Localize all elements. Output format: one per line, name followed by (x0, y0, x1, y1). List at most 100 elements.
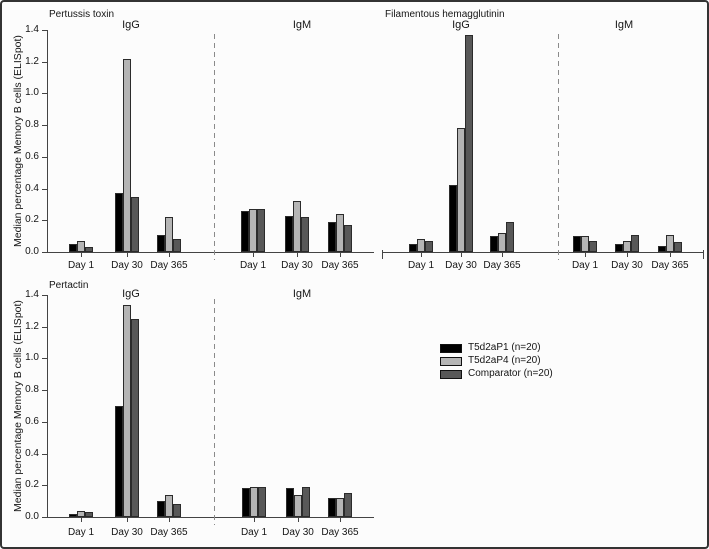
bar-t5d2ap1-igm-day-1 (241, 211, 249, 252)
x-axis-tick (254, 518, 255, 522)
legend-swatch-t5d2ap4 (440, 357, 462, 366)
x-axis-tick (169, 518, 170, 522)
x-tick-label: Day 365 (651, 260, 689, 271)
bar-t5d2ap4-igm-day-365 (336, 498, 344, 517)
bar-t5d2ap1-igg-day-1 (69, 244, 77, 252)
bar-t5d2ap4-igg-day-1 (417, 239, 425, 252)
bar-comparator-igg-day-365 (173, 504, 181, 517)
x-tick-label: Day 365 (321, 527, 359, 538)
bar-t5d2ap1-igm-day-30 (286, 488, 294, 517)
legend-label-t5d2ap1: T5d2aP1 (n=20) (468, 342, 541, 353)
y-axis-tick (42, 390, 47, 391)
bar-t5d2ap4-igm-day-365 (336, 214, 344, 252)
bar-comparator-igm-day-365 (674, 242, 682, 252)
y-tick-label: 1.2 (25, 56, 39, 67)
y-tick-label: 1.2 (25, 321, 39, 332)
y-axis-tick (42, 220, 47, 221)
x-tick-label: Day 30 (111, 260, 143, 271)
y-axis-tick (42, 295, 47, 296)
bar-comparator-igm-day-30 (302, 487, 310, 517)
y-axis-tick (42, 454, 47, 455)
y-axis-tick (42, 327, 47, 328)
bar-t5d2ap4-igg-day-30 (123, 305, 131, 517)
bar-comparator-igg-day-30 (131, 319, 139, 517)
x-tick-label: Day 1 (67, 527, 95, 538)
x-tick-label: Day 30 (282, 527, 314, 538)
section-label-igg: IgG (122, 288, 140, 300)
y-axis-tick (42, 422, 47, 423)
bar-comparator-igg-day-1 (85, 512, 93, 517)
y-axis-tick (42, 252, 47, 253)
bar-t5d2ap1-igg-day-30 (115, 193, 123, 252)
y-axis-tick (42, 62, 47, 63)
bar-t5d2ap4-igg-day-30 (457, 128, 465, 252)
bar-comparator-igm-day-365 (344, 493, 352, 517)
y-tick-label: 0.0 (25, 246, 39, 257)
y-tick-label: 0.6 (25, 151, 39, 162)
x-axis-tick (670, 253, 671, 257)
panel-title-pertactin: Pertactin (49, 280, 89, 291)
x-tick-label: Day 1 (571, 260, 599, 271)
igg-igm-divider (214, 34, 215, 260)
x-tick-label: Day 365 (150, 527, 188, 538)
legend-label-comparator: Comparator (n=20) (468, 368, 553, 379)
bar-t5d2ap4-igg-day-1 (77, 511, 85, 517)
bar-t5d2ap1-igg-day-365 (490, 236, 498, 252)
y-axis-tick (42, 189, 47, 190)
axis-end-tick (703, 250, 704, 259)
x-axis-tick (127, 253, 128, 257)
x-tick-label: Day 365 (150, 260, 188, 271)
x-tick-label: Day 1 (407, 260, 435, 271)
bar-comparator-igm-day-365 (344, 225, 352, 252)
x-axis-tick (461, 253, 462, 257)
y-tick-label: 0.4 (25, 183, 39, 194)
axis-end-tick (382, 250, 383, 259)
bar-comparator-igg-day-30 (465, 35, 473, 252)
x-axis-tick (627, 253, 628, 257)
x-tick-label: Day 30 (445, 260, 477, 271)
x-tick-label: Day 365 (483, 260, 521, 271)
bar-t5d2ap1-igg-day-30 (449, 185, 457, 252)
bar-t5d2ap4-igm-day-1 (581, 236, 589, 252)
section-label-igm: IgM (292, 288, 312, 300)
x-tick-label: Day 365 (321, 260, 359, 271)
y-axis (47, 295, 48, 517)
y-tick-label: 0.8 (25, 384, 39, 395)
bar-t5d2ap4-igg-day-1 (77, 241, 85, 252)
bar-t5d2ap1-igg-day-365 (157, 235, 165, 252)
bar-comparator-igg-day-1 (425, 241, 433, 252)
y-tick-label: 1.4 (25, 24, 39, 35)
panel-title-filamentous-hemagglutinin: Filamentous hemagglutinin (385, 9, 505, 20)
bar-comparator-igm-day-1 (258, 487, 266, 517)
bar-comparator-igm-day-30 (301, 217, 309, 252)
bar-t5d2ap4-igm-day-30 (293, 201, 301, 252)
bar-t5d2ap4-igm-day-1 (250, 487, 258, 517)
y-axis-tick (42, 125, 47, 126)
y-tick-label: 0.2 (25, 214, 39, 225)
bar-t5d2ap4-igg-day-365 (498, 233, 506, 252)
x-axis (47, 252, 374, 253)
y-axis-tick (42, 157, 47, 158)
x-tick-label: Day 1 (67, 260, 95, 271)
x-axis (382, 252, 703, 253)
bar-comparator-igm-day-1 (589, 241, 597, 252)
x-axis-tick (298, 518, 299, 522)
legend-swatch-comparator (440, 370, 462, 379)
bar-t5d2ap1-igg-day-365 (157, 501, 165, 517)
bar-t5d2ap4-igg-day-365 (165, 217, 173, 252)
x-axis-tick (169, 253, 170, 257)
igg-igm-divider (558, 34, 559, 260)
x-tick-label: Day 30 (611, 260, 643, 271)
x-axis-tick (253, 253, 254, 257)
y-axis (47, 30, 48, 252)
bar-t5d2ap4-igg-day-30 (123, 59, 131, 252)
y-tick-label: 0.0 (25, 511, 39, 522)
x-axis-tick (297, 253, 298, 257)
y-axis-tick (42, 30, 47, 31)
legend-label-t5d2ap4: T5d2aP4 (n=20) (468, 355, 541, 366)
bar-t5d2ap4-igm-day-30 (623, 241, 631, 252)
bar-t5d2ap1-igm-day-365 (328, 498, 336, 517)
bar-t5d2ap1-igm-day-365 (328, 222, 336, 252)
bar-comparator-igm-day-1 (257, 209, 265, 252)
x-axis-tick (585, 253, 586, 257)
